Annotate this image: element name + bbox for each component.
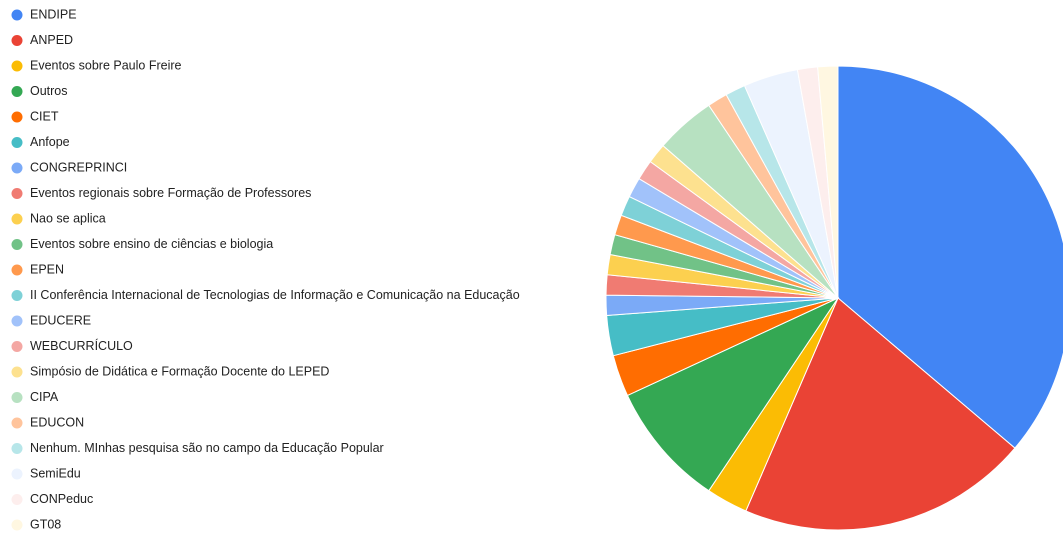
legend-label: CONPeduc: [30, 492, 93, 506]
legend-label: Nao se aplica: [30, 211, 106, 225]
legend-label: II Conferência Internacional de Tecnolog…: [30, 288, 520, 302]
legend-label: ANPED: [30, 33, 73, 47]
legend-swatch: [11, 9, 23, 21]
pie-slice: [837, 65, 1063, 449]
legend-label: GT08: [30, 517, 61, 531]
legend-swatch: [11, 213, 23, 225]
legend-label: Simpósio de Didática e Formação Docente …: [30, 364, 329, 378]
legend-swatch: [11, 494, 23, 505]
legend-label: ENDIPE: [30, 7, 77, 21]
legend-swatch: [11, 417, 23, 429]
legend-swatch: [11, 86, 23, 97]
legend-swatch: [11, 264, 23, 276]
legend-swatch: [11, 60, 23, 72]
legend-label: Eventos regionais sobre Formação de Prof…: [30, 186, 311, 200]
legend-label: SemiEdu: [30, 466, 81, 480]
legend-label: CIET: [30, 109, 59, 123]
legend-label: Nenhum. MInhas pesquisa são no campo da …: [30, 441, 384, 455]
legend-label: Eventos sobre Paulo Freire: [30, 58, 182, 72]
legend-label: Eventos sobre ensino de ciências e biolo…: [30, 237, 273, 251]
legend-swatch: [11, 137, 23, 148]
legend-swatch: [11, 366, 23, 378]
legend-label: EDUCERE: [30, 313, 91, 327]
legend-swatch: [11, 443, 23, 454]
legend-swatch: [11, 519, 23, 531]
legend-swatch: [11, 162, 23, 174]
legend-label: WEBCURRÍCULO: [30, 338, 133, 353]
legend-swatch: [11, 341, 23, 352]
legend-label: CIPA: [30, 390, 59, 404]
pie-slice: [817, 65, 839, 299]
legend-swatch: [11, 111, 23, 123]
pie-slice: [626, 296, 840, 492]
legend-label: CONGREPRINCI: [30, 160, 127, 174]
legend-swatch: [11, 188, 23, 199]
legend-label: Outros: [30, 84, 68, 98]
legend-label: EPEN: [30, 262, 64, 276]
legend-label: EDUCON: [30, 415, 84, 429]
legend-swatch: [11, 290, 23, 301]
legend-swatch: [11, 239, 23, 250]
legend-swatch: [11, 35, 23, 46]
legend-label: Anfope: [30, 135, 70, 149]
legend-swatch: [11, 315, 23, 327]
legend-swatch: [11, 392, 23, 403]
legend-swatch: [11, 468, 23, 480]
